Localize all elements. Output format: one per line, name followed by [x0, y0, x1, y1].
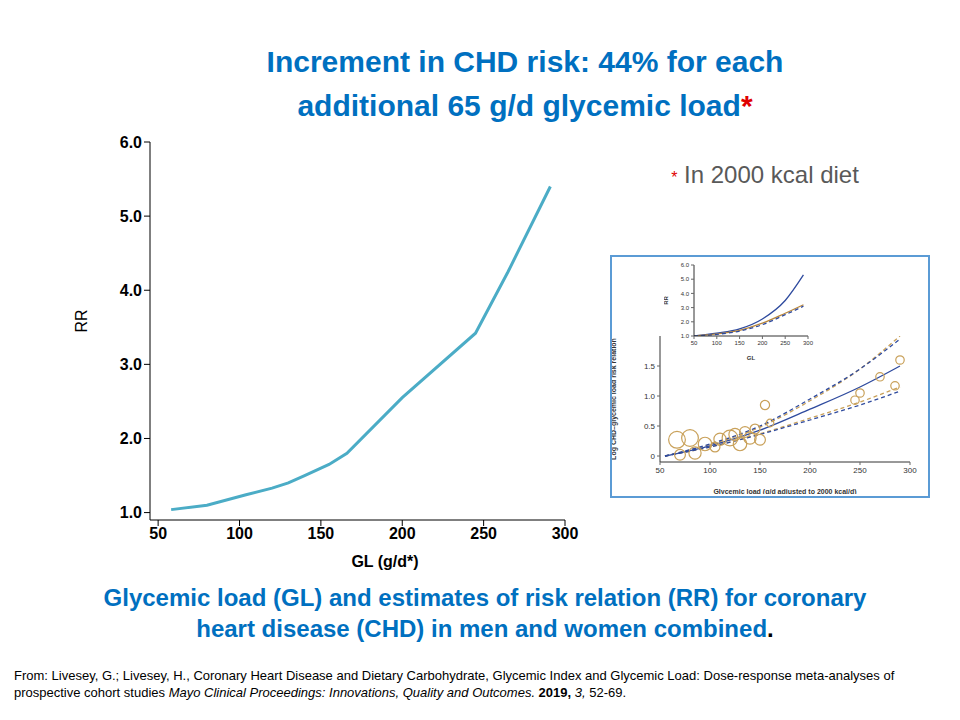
svg-text:300: 300 — [552, 525, 579, 542]
svg-text:0: 0 — [651, 452, 656, 461]
html-text:Increment in CHD risk: 44% for: Increment in CHD risk: 44% for each addi… — [266, 45, 784, 122]
svg-text:RR: RR — [664, 296, 669, 305]
svg-text:3.0: 3.0 — [681, 305, 690, 311]
svg-text:250: 250 — [470, 525, 497, 542]
svg-text:GL: GL — [747, 355, 756, 360]
svg-text:300: 300 — [803, 340, 814, 346]
svg-text:250: 250 — [853, 466, 867, 475]
svg-text:1.0: 1.0 — [120, 504, 142, 521]
svg-text:150: 150 — [753, 466, 767, 475]
svg-text:1.0: 1.0 — [644, 392, 656, 401]
svg-text:4.0: 4.0 — [681, 291, 690, 297]
svg-text:200: 200 — [803, 466, 817, 475]
svg-text:50: 50 — [691, 340, 698, 346]
html-text:* In 2000 kcal diet: * In 2000 kcal diet — [671, 161, 859, 188]
svg-text:50: 50 — [656, 466, 665, 475]
svg-text:300: 300 — [903, 466, 917, 475]
svg-text:200: 200 — [757, 340, 768, 346]
svg-text:6.0: 6.0 — [681, 262, 690, 268]
svg-text:100: 100 — [226, 525, 253, 542]
svg-text:3.0: 3.0 — [120, 356, 142, 373]
svg-text:250: 250 — [780, 340, 791, 346]
svg-text:Glycemic load (g/d adjusted to: Glycemic load (g/d adjusted to 2000 kcal… — [713, 488, 856, 494]
svg-text:0.5: 0.5 — [644, 422, 656, 431]
svg-text:5.0: 5.0 — [120, 208, 142, 225]
svg-text:1.5: 1.5 — [644, 362, 656, 371]
svg-text:100: 100 — [712, 340, 723, 346]
html-text:RR: RR — [73, 309, 90, 333]
svg-text:5.0: 5.0 — [681, 276, 690, 282]
svg-text:50: 50 — [149, 525, 167, 542]
svg-text:2.0: 2.0 — [681, 319, 690, 325]
html-text:From: Livesey, G.; Livesey, H.: From: Livesey, G.; Livesey, H., Coronary… — [14, 668, 898, 700]
svg-text:1.0: 1.0 — [681, 333, 690, 339]
html-text:GL (g/d*): GL (g/d*) — [351, 553, 419, 570]
svg-text:Log CHD–glycemic load risk rel: Log CHD–glycemic load risk relation — [612, 338, 618, 460]
svg-text:150: 150 — [308, 525, 335, 542]
svg-text:200: 200 — [389, 525, 416, 542]
svg-text:100: 100 — [703, 466, 717, 475]
html-text:Glycemic load (GL) and estimat: Glycemic load (GL) and estimates of risk… — [103, 584, 867, 642]
svg-text:4.0: 4.0 — [120, 282, 142, 299]
svg-text:6.0: 6.0 — [120, 134, 142, 151]
svg-text:2.0: 2.0 — [120, 430, 142, 447]
svg-text:150: 150 — [735, 340, 746, 346]
